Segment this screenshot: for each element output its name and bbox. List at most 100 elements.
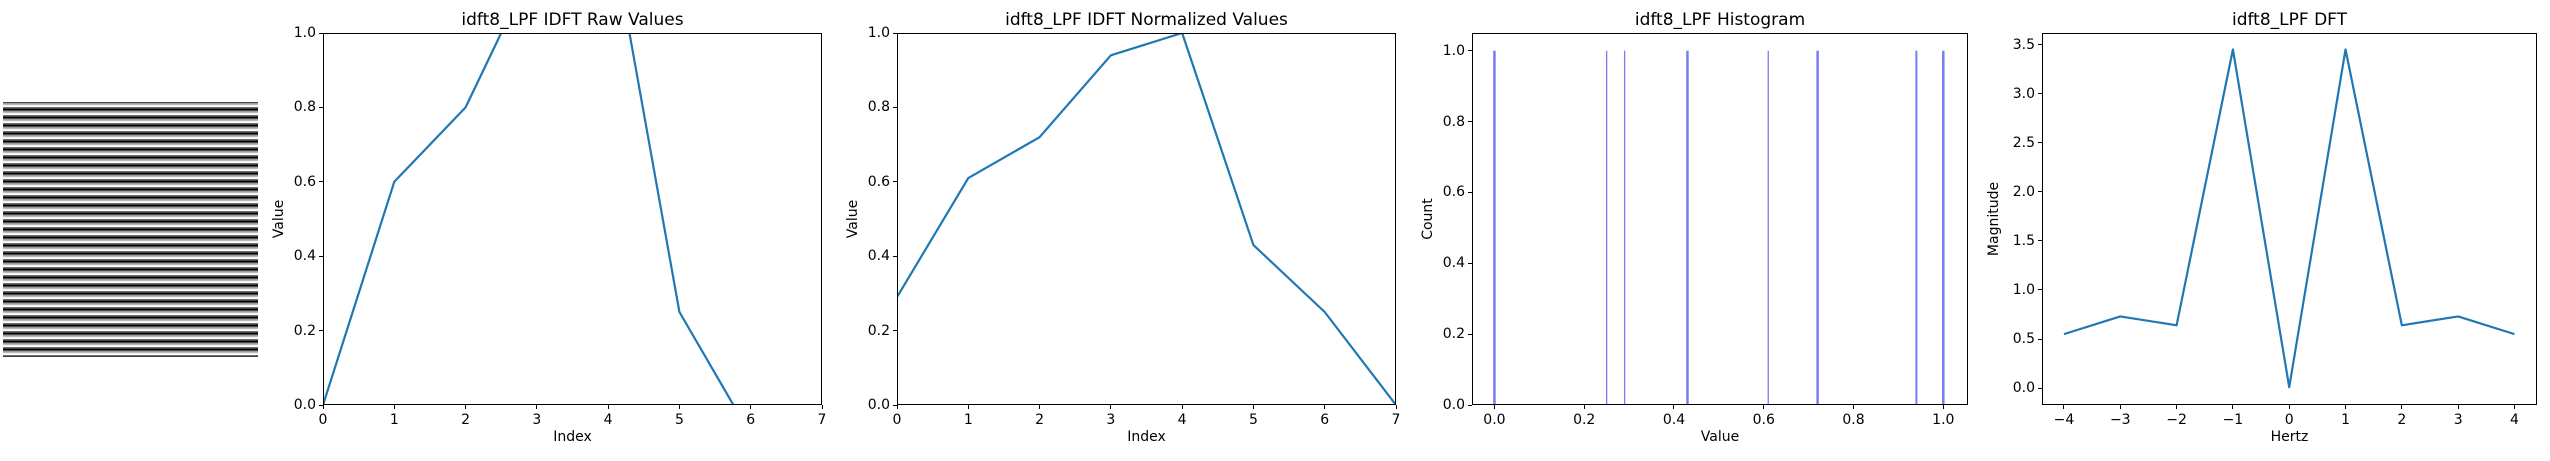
tick-label: 1.0 (1932, 412, 1955, 428)
tick-mark (1493, 405, 1495, 409)
tick-label: 0.8 (293, 99, 316, 116)
axes-spines (2042, 33, 2537, 405)
idft-normalized-canvas (897, 33, 1396, 405)
tick-mark (2232, 405, 2234, 409)
tick-mark (2038, 387, 2042, 389)
tick-label: 0 (892, 412, 902, 428)
tick-mark (967, 405, 969, 409)
y-axis-label: Count (1420, 198, 1436, 240)
tick-mark (893, 32, 897, 34)
axes-spines (897, 33, 1396, 405)
subplot-idft-raw-values: idft8_LPF IDFT Raw Values Value Index 0 1… (248, 0, 842, 461)
tick-label: 2 (1035, 412, 1045, 428)
y-axis-label: Value (271, 199, 287, 239)
idft-raw-canvas (323, 33, 822, 405)
tick-label: 0 (2284, 412, 2294, 428)
dft-canvas (2042, 33, 2537, 405)
tick-label: 0.8 (1442, 113, 1465, 130)
tick-label: 3.0 (2012, 85, 2035, 102)
stripe-image (3, 102, 258, 357)
x-axis-label: Value (1700, 429, 1740, 445)
chart-title: idft8_LPF IDFT Normalized Values (1005, 10, 1288, 30)
tick-mark (1324, 405, 1326, 409)
tick-label: 4 (1177, 412, 1187, 428)
tick-mark (893, 255, 897, 257)
tick-mark (2038, 240, 2042, 242)
tick-label: −4 (2053, 412, 2075, 428)
tick-label: 0.2 (1573, 412, 1596, 428)
tick-label: 5 (1248, 412, 1258, 428)
plot-area-idft-raw (323, 33, 822, 405)
tick-mark (2063, 405, 2065, 409)
tick-label: 2.5 (2012, 134, 2035, 151)
tick-label: 1.0 (867, 25, 890, 41)
tick-label: 6 (746, 412, 756, 428)
tick-mark (1181, 405, 1183, 409)
tick-label: 0.0 (2012, 380, 2035, 397)
tick-label: 0.4 (867, 248, 890, 265)
chart-title: idft8_LPF Histogram (1634, 10, 1806, 30)
tick-label: 0.6 (1752, 412, 1775, 428)
tick-mark (2038, 289, 2042, 291)
tick-mark (319, 330, 323, 332)
tick-mark (607, 405, 609, 409)
tick-mark (1942, 405, 1944, 409)
tick-label: 0.6 (1442, 184, 1465, 201)
tick-label: 0.0 (867, 397, 890, 413)
axes-spines (1472, 33, 1968, 405)
tick-label: 1 (389, 412, 399, 428)
tick-mark (1039, 405, 1041, 409)
tick-mark (2457, 405, 2459, 409)
tick-mark (2038, 338, 2042, 340)
tick-label: 0.0 (1483, 412, 1506, 428)
tick-mark (1583, 405, 1585, 409)
tick-mark (1763, 405, 1765, 409)
x-axis-label: Index (553, 429, 592, 445)
tick-label: 0.4 (1662, 412, 1686, 428)
tick-label: 0.2 (1442, 326, 1465, 343)
tick-label: 3 (532, 412, 542, 428)
tick-mark (1853, 405, 1855, 409)
tick-label: 0.6 (867, 173, 890, 190)
tick-mark (319, 404, 323, 406)
tick-label: 0.0 (1442, 397, 1465, 413)
tick-mark (2288, 405, 2290, 409)
tick-mark (319, 32, 323, 34)
tick-mark (1468, 191, 1472, 193)
tick-mark (1468, 262, 1472, 264)
tick-mark (2038, 142, 2042, 144)
subplot-idft-normalized-values: idft8_LPF IDFT Normalized Values Value I… (822, 0, 1416, 461)
tick-mark (1468, 50, 1472, 52)
tick-label: 1.0 (1442, 42, 1465, 59)
plot-area-histogram (1472, 33, 1968, 405)
tick-mark (465, 405, 467, 409)
axes-spines (323, 33, 822, 405)
subplot-dft: idft8_LPF DFT Magnitude Hertz −4 −3 −2 −1 0 1… (1967, 0, 2550, 461)
tick-label: 0.8 (867, 99, 890, 116)
tick-label: 7 (1391, 412, 1401, 428)
tick-mark (678, 405, 680, 409)
plot-area-idft-normalized (897, 33, 1396, 405)
tick-mark (1468, 404, 1472, 406)
tick-label: 1.0 (2012, 281, 2035, 298)
tick-mark (1110, 405, 1112, 409)
tick-mark (1252, 405, 1254, 409)
tick-mark (393, 405, 395, 409)
tick-label: 0.5 (2012, 331, 2035, 348)
tick-mark (2119, 405, 2121, 409)
tick-mark (893, 106, 897, 108)
tick-mark (2345, 405, 2347, 409)
data-line (2063, 48, 2515, 389)
tick-mark (1673, 405, 1675, 409)
tick-mark (319, 255, 323, 257)
plot-area-dft (2042, 33, 2537, 405)
tick-label: −2 (2166, 412, 2187, 428)
tick-mark (2038, 191, 2042, 193)
tick-label: 2 (2397, 412, 2407, 428)
tick-mark (319, 106, 323, 108)
tick-mark (2038, 93, 2042, 95)
tick-label: 1 (2341, 412, 2350, 428)
x-axis-label: Index (1127, 429, 1166, 445)
chart-title: idft8_LPF IDFT Raw Values (461, 10, 684, 30)
